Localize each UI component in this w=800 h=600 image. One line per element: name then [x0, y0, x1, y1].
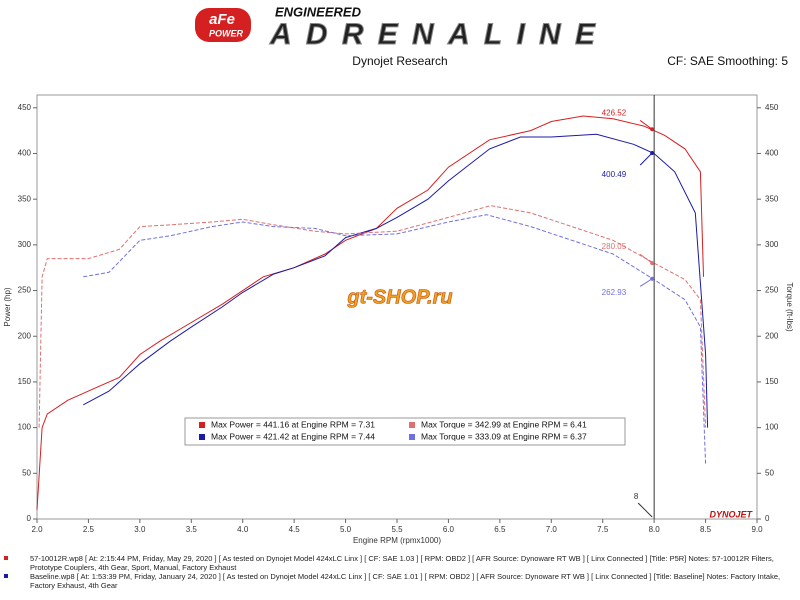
cursor-arrow — [639, 152, 653, 166]
x-tick-label: 3.0 — [134, 525, 146, 534]
legend-entry: Max Power = 441.16 at Engine RPM = 7.31 — [211, 419, 375, 429]
y2-tick-label: 450 — [765, 103, 779, 112]
y2-tick-label: 50 — [765, 468, 774, 477]
footer-text: Baseline.wp8 [ At: 1:53:39 PM, Friday, J… — [30, 572, 781, 590]
x-axis-title: Engine RPM (rpmx1000) — [353, 536, 441, 545]
x-tick-label: 4.5 — [289, 525, 301, 534]
cursor-arrow — [639, 120, 653, 130]
cursor-value: 400.49 — [602, 170, 627, 179]
settings: CF: SAE Smoothing: 5 — [667, 54, 788, 68]
x-tick-label: 6.5 — [494, 525, 506, 534]
y-tick-label: 250 — [18, 286, 32, 295]
y-tick-label: 150 — [18, 377, 32, 386]
brand: aFe — [209, 11, 235, 28]
y-tick-label: 0 — [27, 514, 32, 523]
footer: 57-10012R.wp8 [ At: 2:15:44 PM, Friday, … — [4, 554, 796, 590]
x-tick-label: 2.0 — [31, 525, 43, 534]
y2-tick-label: 350 — [765, 194, 779, 203]
x-tick-label: 9.0 — [751, 525, 763, 534]
cursor-value: 426.52 — [602, 108, 627, 117]
chart: aFe POWER ENGINEERED ADRENALINE Dynojet … — [3, 4, 794, 545]
cursor-point — [650, 276, 655, 281]
footer-line: Baseline.wp8 [ At: 1:53:39 PM, Friday, J… — [4, 572, 796, 590]
series-line — [38, 205, 707, 428]
y2-tick-label: 0 — [765, 514, 770, 523]
cursor-arrow — [639, 253, 653, 264]
cursor-point — [650, 151, 655, 156]
y2-tick-label: 250 — [765, 286, 779, 295]
x-tick-label: 3.5 — [186, 525, 198, 534]
tagline: ENGINEERED — [275, 4, 362, 19]
legend-swatch — [409, 434, 415, 440]
y-tick-label: 350 — [18, 194, 32, 203]
x-tick-label: 5.0 — [340, 525, 352, 534]
x-tick-label: 7.0 — [546, 525, 558, 534]
x-tick-label: 8.0 — [649, 525, 661, 534]
y-tick-label: 200 — [18, 331, 32, 340]
logo-badge — [195, 8, 251, 42]
y-tick-label: 100 — [18, 423, 32, 432]
legend-swatch — [199, 422, 205, 428]
y-tick-label: 300 — [18, 240, 32, 249]
watermark: gt-SHOP.ru — [346, 286, 452, 308]
legend-swatch — [199, 434, 205, 440]
product: ADRENALINE — [269, 18, 596, 51]
cursor-point — [650, 127, 655, 132]
y2-tick-label: 400 — [765, 149, 779, 158]
x-tick-label: 4.0 — [237, 525, 249, 534]
maker-logo: DYNOJET — [709, 509, 753, 519]
y-tick-label: 450 — [18, 103, 32, 112]
footer-dot — [4, 556, 8, 560]
cursor-value: 280.05 — [602, 242, 627, 251]
y2-axis-title: Torque (ft-lbs) — [785, 282, 794, 332]
legend-entry: Max Torque = 333.09 at Engine RPM = 6.37 — [421, 431, 587, 441]
x-tick-label: 8.5 — [700, 525, 712, 534]
series-line — [36, 115, 704, 510]
source: Dynojet Research — [352, 54, 447, 68]
y-tick-label: 50 — [22, 468, 31, 477]
y2-tick-label: 300 — [765, 240, 779, 249]
y2-tick-label: 100 — [765, 423, 779, 432]
footer-line: 57-10012R.wp8 [ At: 2:15:44 PM, Friday, … — [4, 554, 796, 572]
y-tick-label: 400 — [18, 149, 32, 158]
x-tick-label: 7.5 — [597, 525, 609, 534]
footer-dot — [4, 574, 8, 578]
x-tick-label: 2.5 — [83, 525, 95, 534]
x-tick-label: 5.5 — [391, 525, 403, 534]
cursor-value: 262.93 — [602, 288, 627, 297]
legend-entry: Max Torque = 342.99 at Engine RPM = 6.41 — [421, 419, 587, 429]
plot-area — [36, 94, 758, 520]
y-axis-title: Power (hp) — [3, 287, 12, 326]
x-tick-label: 6.0 — [443, 525, 455, 534]
cursor-arrow — [637, 502, 653, 518]
cursor-arrow — [639, 278, 653, 287]
brand-sub: POWER — [209, 28, 244, 38]
cursor-point — [650, 261, 655, 266]
legend-box — [184, 417, 626, 446]
y2-tick-label: 150 — [765, 377, 779, 386]
cursor-label: 8 — [634, 492, 639, 501]
y2-tick-label: 200 — [765, 331, 779, 340]
legend-entry: Max Power = 421.42 at Engine RPM = 7.44 — [211, 431, 375, 441]
legend-swatch — [409, 422, 415, 428]
footer-text: 57-10012R.wp8 [ At: 2:15:44 PM, Friday, … — [30, 554, 774, 572]
